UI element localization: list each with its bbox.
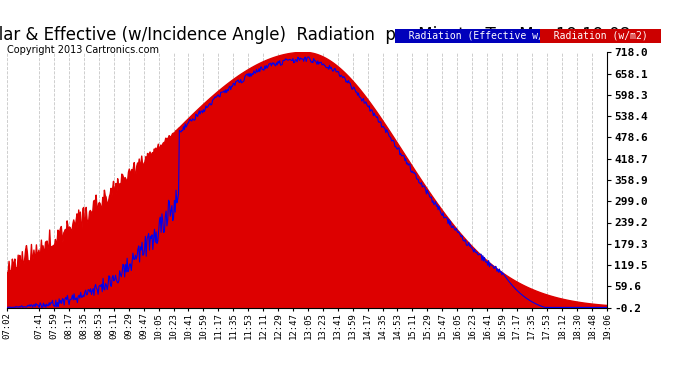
Text: Copyright 2013 Cartronics.com: Copyright 2013 Cartronics.com <box>7 45 159 55</box>
Text: Radiation (w/m2): Radiation (w/m2) <box>542 31 659 40</box>
Text: Solar & Effective (w/Incidence Angle)  Radiation  per Minute  Tue Mar 19 19:08: Solar & Effective (w/Incidence Angle) Ra… <box>0 26 630 44</box>
Text: Radiation (Effective w/m2): Radiation (Effective w/m2) <box>397 31 573 40</box>
